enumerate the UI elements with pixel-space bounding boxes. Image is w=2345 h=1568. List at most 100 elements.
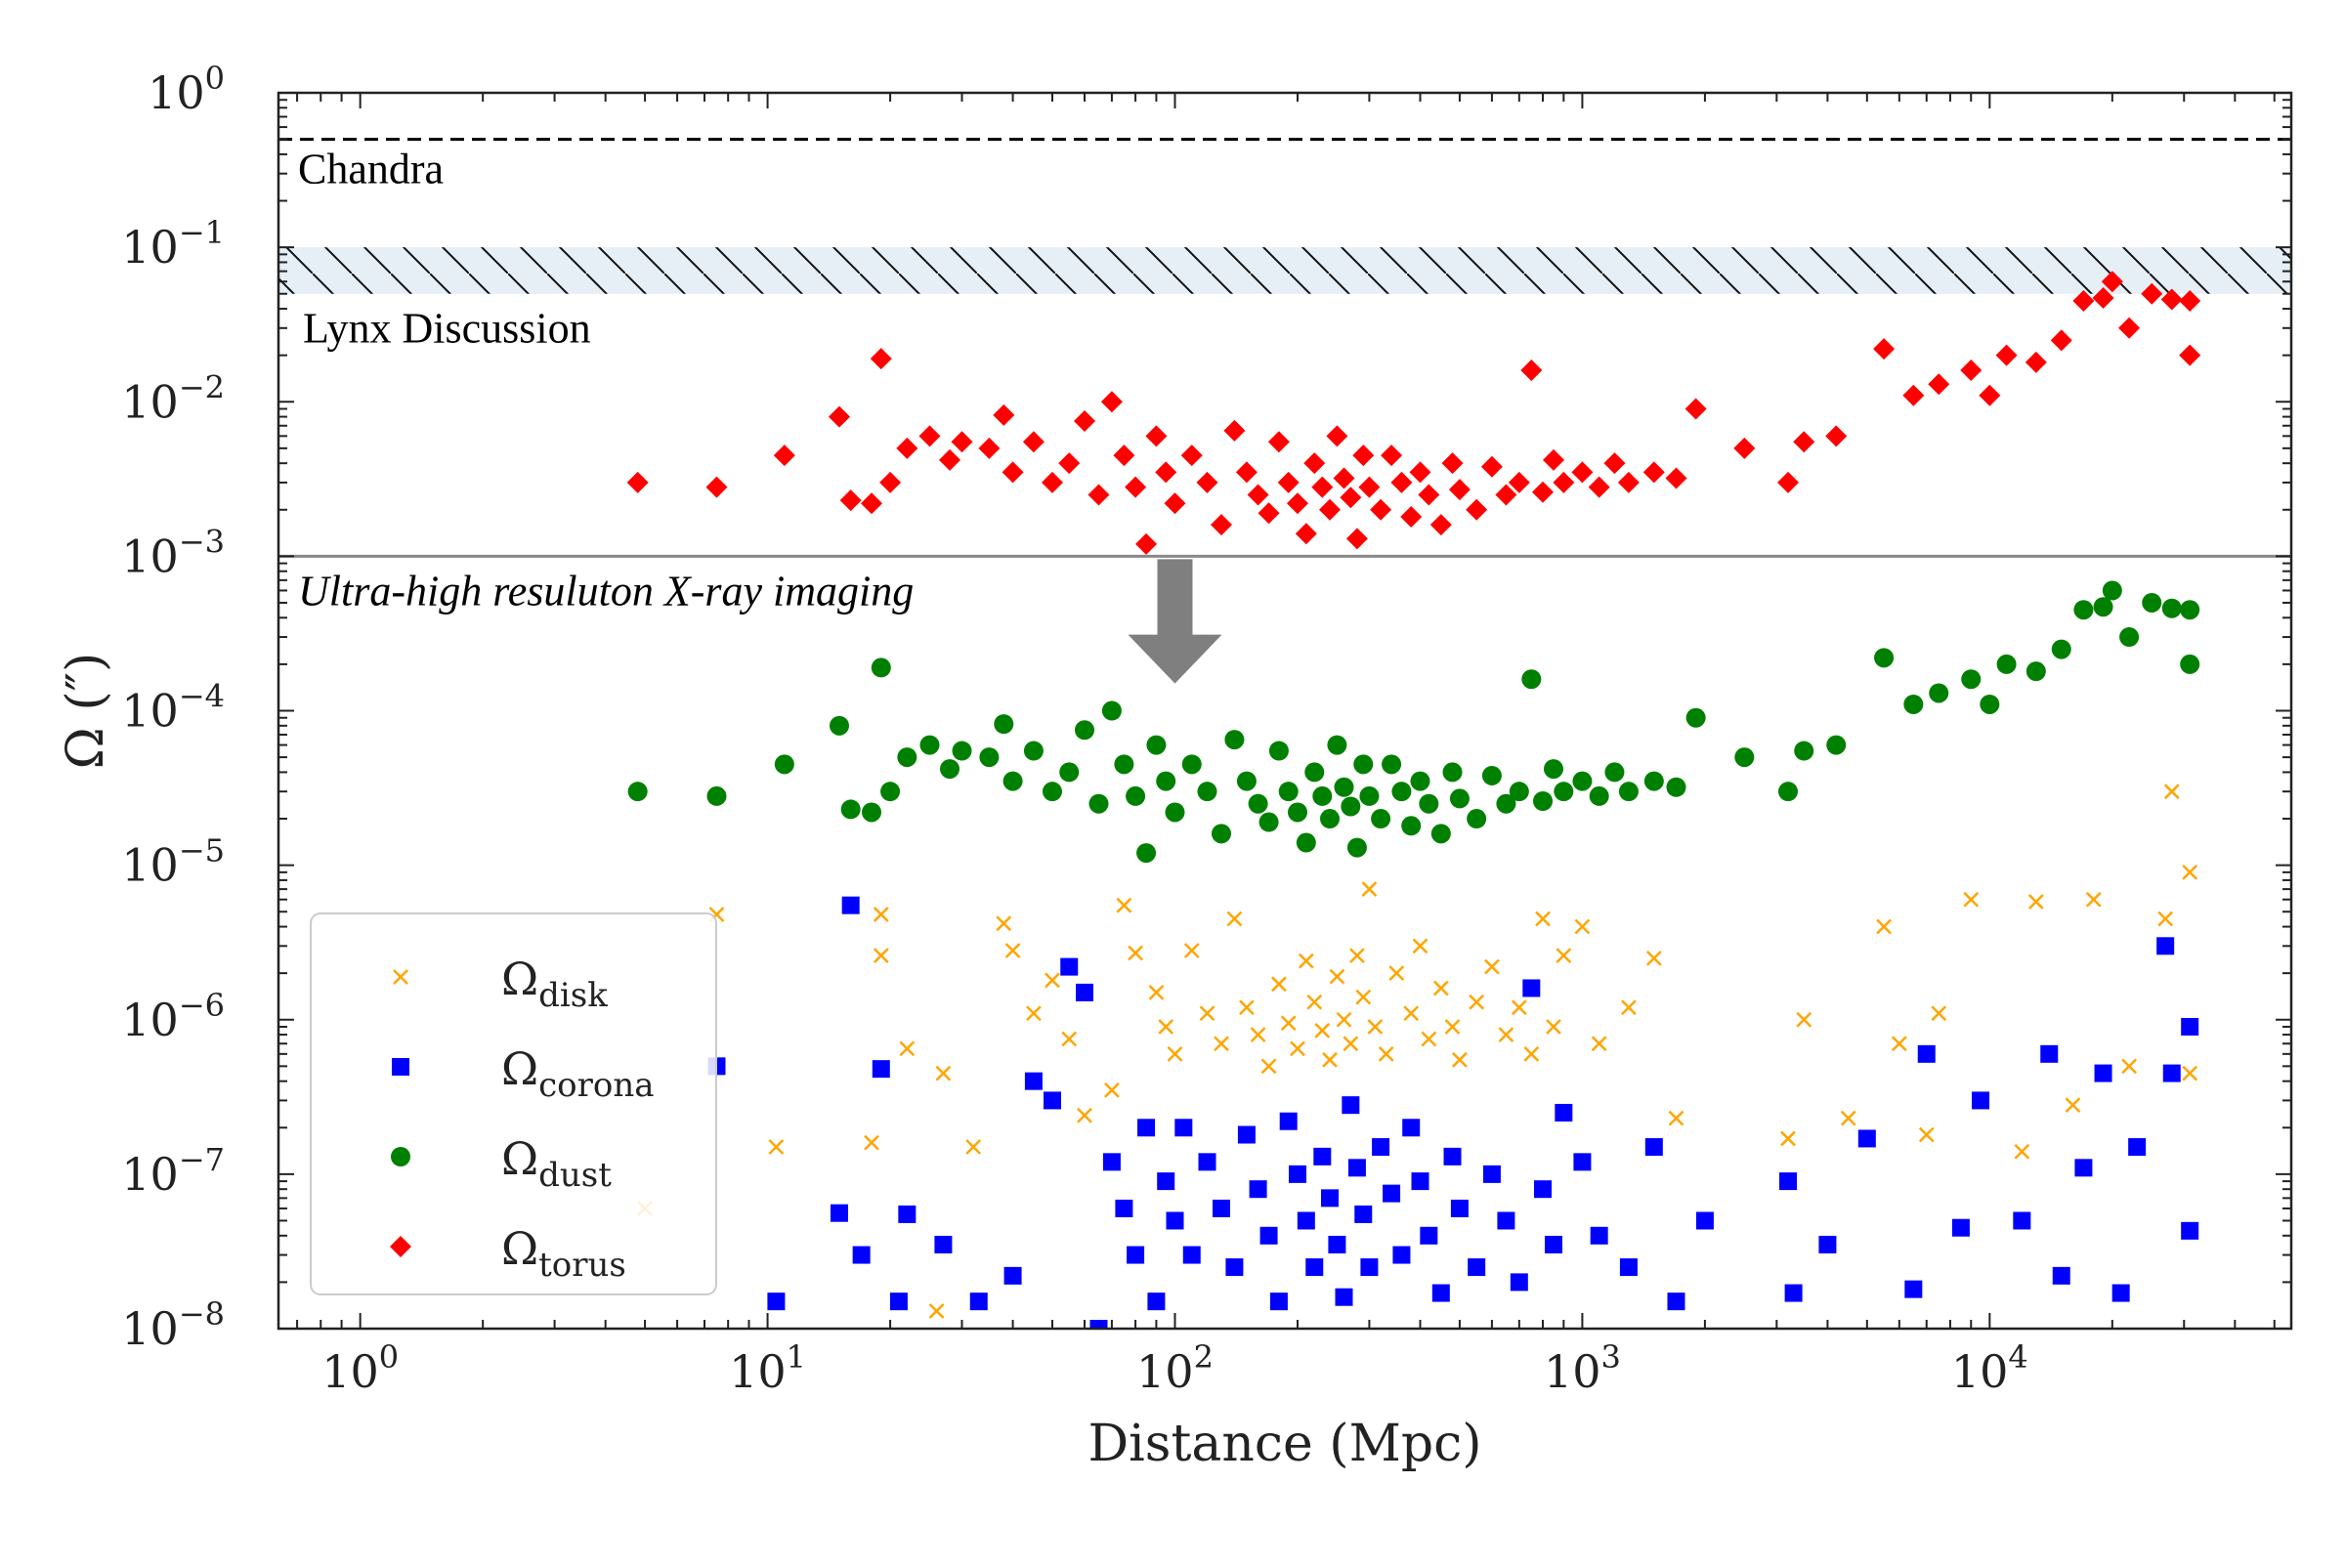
torus-point — [1370, 498, 1392, 521]
dust-point — [2073, 600, 2094, 620]
dust-point — [1296, 832, 1316, 853]
band-0 — [278, 247, 2291, 294]
x-tick-label: 100 — [321, 1338, 399, 1398]
dust-point — [1156, 771, 1176, 791]
disk-point-stroke-b — [873, 948, 889, 964]
torus-point — [2118, 317, 2141, 339]
annotation-text-0: Ultra-high resuluton X-ray imaging — [298, 567, 914, 614]
corona-point — [1784, 1284, 1803, 1302]
disk-point-stroke-b — [1574, 918, 1591, 935]
disk-point-stroke-b — [1329, 968, 1345, 985]
disk-point-stroke-b — [1148, 985, 1165, 1000]
disk-point — [1314, 1023, 1331, 1038]
disk-point-stroke-b — [1158, 1019, 1174, 1035]
corona-point — [1269, 1293, 1288, 1311]
annotation-layer: Ultra-high resuluton X-ray imaging — [298, 559, 1222, 684]
torus-point — [1196, 471, 1218, 493]
corona-point — [1360, 1258, 1379, 1277]
legend-marker-disk — [393, 969, 408, 985]
corona-point — [1347, 1159, 1366, 1177]
disk-point — [864, 1134, 879, 1151]
disk-point — [1931, 1005, 1947, 1022]
disk-point-stroke-b — [1250, 1027, 1266, 1042]
disk-point — [1026, 1005, 1042, 1022]
disk-point — [1574, 918, 1591, 935]
corona-point — [1644, 1138, 1663, 1157]
torus-point — [1617, 471, 1640, 493]
dust-point — [1794, 741, 1814, 761]
disk-point-stroke-b — [1621, 999, 1637, 1016]
torus-point — [2101, 271, 2123, 293]
dust-point — [1136, 843, 1157, 864]
dust-point — [1346, 837, 1367, 858]
disk-point — [1469, 994, 1485, 1010]
corona-point — [2156, 937, 2175, 955]
corona-point — [1342, 1096, 1360, 1115]
disk-point-stroke-b — [1421, 1031, 1437, 1047]
dust-point — [1449, 788, 1470, 809]
disk-point — [1226, 911, 1243, 927]
legend-marker-disk-stroke-b — [393, 969, 408, 985]
corona-point — [2128, 1138, 2147, 1157]
corona-point — [1818, 1235, 1837, 1253]
dust-point — [1327, 735, 1347, 755]
disk-point-stroke-b — [1271, 976, 1287, 993]
series-dust — [627, 580, 2200, 864]
dust-point — [1334, 777, 1354, 797]
torus-point — [939, 448, 961, 471]
disk-point — [935, 1065, 952, 1081]
dust-point — [1224, 730, 1245, 750]
corona-point — [934, 1235, 953, 1253]
corona-point — [1003, 1266, 1022, 1285]
torus-point — [1041, 471, 1063, 493]
dust-point — [1126, 785, 1146, 806]
disk-point — [2065, 1097, 2081, 1114]
y-tick-label: 10−7 — [121, 1141, 225, 1201]
corona-point — [1198, 1153, 1216, 1171]
torus-point — [2179, 289, 2201, 312]
disk-point — [1452, 1051, 1468, 1068]
disk-point-stroke-b — [1403, 1005, 1420, 1022]
legend-marker-torus — [390, 1236, 411, 1257]
torus-point — [1603, 452, 1626, 475]
corona-point — [1147, 1293, 1166, 1311]
disk-point — [1378, 1045, 1394, 1062]
corona-point — [830, 1204, 848, 1222]
dust-point — [1359, 785, 1380, 806]
dust-point — [1248, 793, 1268, 814]
disk-point — [2014, 1143, 2030, 1160]
torus-point — [1258, 502, 1280, 525]
dust-point — [1734, 747, 1755, 768]
disk-point — [1511, 999, 1527, 1016]
torus-point — [1100, 391, 1123, 413]
torus-point — [1358, 476, 1381, 498]
disk-point — [1355, 989, 1372, 1005]
disk-point — [1045, 972, 1060, 989]
corona-point — [1279, 1112, 1298, 1130]
disk-point — [873, 948, 889, 964]
torus-point — [1928, 373, 1950, 396]
disk-point-stroke-b — [1432, 980, 1449, 996]
dust-point — [1401, 816, 1422, 836]
dust-point — [1268, 741, 1289, 761]
torus-point — [870, 348, 892, 370]
torus-point — [896, 437, 918, 459]
torus-point — [1277, 471, 1300, 493]
disk-point-stroke-b — [1367, 1019, 1384, 1035]
disk-point-stroke-b — [1214, 1036, 1229, 1052]
torus-point — [1429, 514, 1452, 536]
disk-point — [1484, 958, 1500, 975]
torus-point — [2179, 344, 2201, 366]
torus-point — [1480, 455, 1503, 478]
corona-point — [767, 1293, 786, 1311]
dust-point — [919, 735, 940, 755]
torus-point — [2141, 282, 2163, 305]
disk-point-stroke-b — [768, 1139, 785, 1155]
disk-point-stroke-b — [873, 907, 889, 922]
dust-point — [1320, 809, 1341, 829]
disk-point-stroke-b — [1361, 881, 1378, 898]
legend-label-disk: Ωdisk — [501, 953, 608, 1015]
disk-point-stroke-b — [1061, 1031, 1078, 1047]
disk-point — [2182, 1065, 2198, 1081]
torus-point — [2160, 288, 2183, 311]
